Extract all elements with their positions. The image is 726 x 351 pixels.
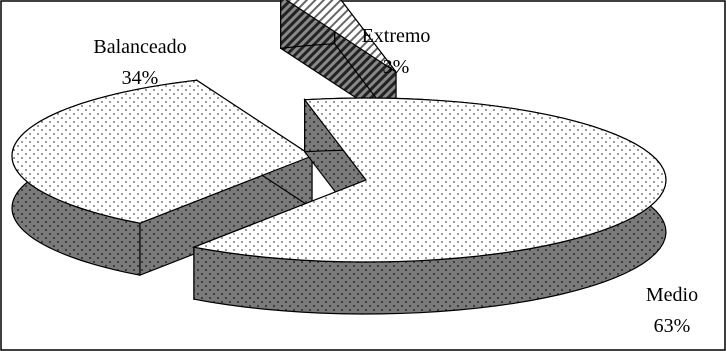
pie-slice-extremo	[280, 0, 397, 126]
slice-value-extremo: 3%	[383, 56, 410, 78]
slice-top	[11, 79, 314, 224]
pie-slice-balanceado	[11, 79, 314, 277]
slice-label-extremo: Extremo	[362, 25, 431, 47]
slice-top	[285, 0, 397, 73]
slice-value-medio: 63%	[654, 315, 691, 337]
slice-value-balanceado: 34%	[122, 67, 159, 89]
slice-label-balanceado: Balanceado	[93, 36, 186, 58]
slice-label-medio: Medio	[646, 284, 698, 306]
slice-top	[191, 97, 667, 263]
pie-slice-medio	[191, 97, 667, 315]
